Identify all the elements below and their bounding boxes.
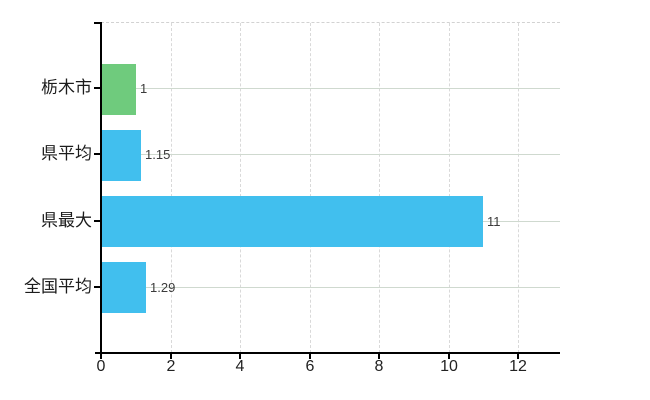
x-axis-line <box>95 352 560 354</box>
y-axis-line <box>100 22 102 353</box>
bar-value-label: 1.15 <box>145 147 171 162</box>
plot-area: 1 1.15 11 1.29 <box>101 22 560 353</box>
category-tick <box>94 87 101 89</box>
x-axis-tick <box>170 353 172 359</box>
bar-2 <box>101 130 141 181</box>
bar-value-label: 1 <box>140 81 148 96</box>
vertical-gridline <box>240 23 241 353</box>
bar-1 <box>101 64 136 115</box>
vertical-gridline <box>171 23 172 353</box>
x-tick-label: 12 <box>509 358 527 375</box>
x-tick-label: 2 <box>166 358 176 375</box>
x-tick-label: 0 <box>96 358 106 375</box>
axis-top-tick <box>94 22 101 24</box>
x-axis-tick <box>309 353 311 359</box>
x-tick-label: 6 <box>305 358 315 375</box>
vertical-gridline <box>379 23 380 353</box>
horizontal-gridline <box>101 154 560 155</box>
bar-4 <box>101 262 146 313</box>
vertical-gridline <box>518 23 519 353</box>
x-tick-label: 8 <box>374 358 384 375</box>
vertical-gridline <box>310 23 311 353</box>
category-label: 県最大 <box>41 211 92 230</box>
category-tick <box>94 153 101 155</box>
x-axis-tick <box>239 353 241 359</box>
x-axis-tick <box>448 353 450 359</box>
category-label: 県平均 <box>41 144 92 163</box>
bar-3 <box>101 196 483 247</box>
vertical-gridline <box>449 23 450 353</box>
x-tick-label: 10 <box>440 358 458 375</box>
x-axis-tick <box>517 353 519 359</box>
x-axis-tick <box>100 353 102 359</box>
category-tick <box>94 220 101 222</box>
bar-value-label: 11 <box>487 214 501 229</box>
category-tick <box>94 286 101 288</box>
x-axis-tick <box>378 353 380 359</box>
horizontal-gridline <box>101 287 560 288</box>
category-label: 栃木市 <box>41 78 92 97</box>
bar-value-label: 1.29 <box>150 280 176 295</box>
x-tick-label: 4 <box>235 358 245 375</box>
category-label: 全国平均 <box>24 277 92 296</box>
horizontal-gridline <box>101 88 560 89</box>
